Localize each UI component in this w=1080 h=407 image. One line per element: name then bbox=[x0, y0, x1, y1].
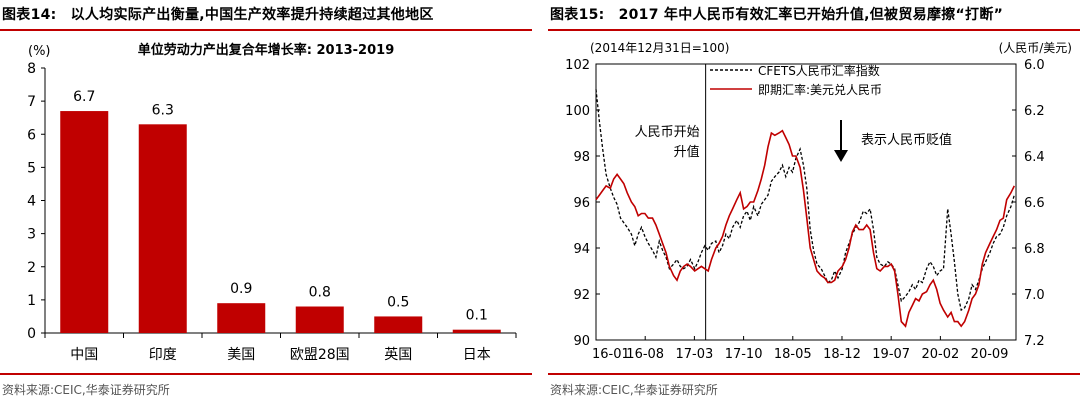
annotation-label: 人民币开始 bbox=[635, 125, 700, 140]
title-divider bbox=[548, 29, 1080, 31]
annotation-label: 表示人民币贬值 bbox=[861, 132, 952, 148]
series-cfets-line bbox=[595, 89, 1015, 312]
right-y-tick-label: 6.2 bbox=[1024, 104, 1045, 119]
x-tick-label: 20-09 bbox=[971, 347, 1009, 362]
source-note: 资料来源:CEIC,华泰证券研究所 bbox=[2, 383, 170, 397]
bar-value-label: 0.5 bbox=[387, 294, 409, 310]
y-tick-label: 5 bbox=[27, 160, 36, 176]
figure-number: 图表14: bbox=[2, 7, 57, 23]
left-y-tick-label: 98 bbox=[573, 150, 590, 165]
bar-value-label: 0.1 bbox=[466, 308, 488, 324]
left-y-tick-label: 90 bbox=[573, 334, 590, 349]
bar bbox=[60, 111, 109, 333]
category-label: 美国 bbox=[227, 347, 255, 363]
left-y-tick-label: 92 bbox=[573, 288, 590, 303]
left-y-tick-label: 96 bbox=[573, 196, 590, 211]
x-tick-label: 20-02 bbox=[921, 347, 959, 362]
x-tick-label: 19-07 bbox=[872, 347, 910, 362]
y-tick-label: 3 bbox=[27, 227, 36, 243]
figure-title: 图表14: 以人均实际产出衡量,中国生产效率提升持续超过其他地区 bbox=[2, 4, 434, 24]
x-tick-label: 18-12 bbox=[823, 347, 861, 362]
y-tick-label: 0 bbox=[27, 326, 36, 342]
left-y-tick-label: 94 bbox=[573, 242, 590, 257]
legend-label: 即期汇率:美元兑人民币 bbox=[758, 82, 882, 97]
x-tick-label: 17-03 bbox=[676, 347, 714, 362]
annotation-label: 升值 bbox=[674, 144, 700, 160]
legend-label: CFETS人民币汇率指数 bbox=[758, 63, 880, 78]
y-tick-label: 1 bbox=[27, 293, 36, 309]
right-y-tick-label: 6.8 bbox=[1024, 242, 1045, 257]
x-tick-label: 17-10 bbox=[725, 347, 763, 362]
x-tick-label: 16-01 bbox=[592, 347, 630, 362]
bar-value-label: 0.8 bbox=[309, 285, 331, 301]
bar bbox=[138, 124, 187, 333]
category-label: 英国 bbox=[384, 346, 412, 363]
category-label: 欧盟28国 bbox=[290, 347, 350, 363]
left-y-tick-label: 102 bbox=[565, 58, 590, 73]
bar bbox=[295, 306, 344, 333]
right-y-tick-label: 6.0 bbox=[1024, 58, 1045, 73]
figure-number: 图表15: bbox=[550, 7, 605, 23]
y-tick-label: 7 bbox=[27, 94, 36, 110]
bar bbox=[452, 329, 501, 333]
left-y-tick-label: 100 bbox=[565, 104, 590, 119]
y-tick-label: 4 bbox=[27, 194, 36, 210]
bar-chart: 单位劳动力产出复合年增长率: 2013-2019 (%) 0 1 2 3 4 5 6 7 8 6.7 中… bbox=[27, 42, 517, 363]
figure-title-text: 2017 年中人民币有效汇率已开始升值,但被贸易摩擦“打断” bbox=[618, 7, 1004, 23]
y-tick-label: 2 bbox=[27, 260, 36, 276]
y-tick-label: 6 bbox=[27, 127, 36, 143]
down-arrow-head-icon bbox=[834, 150, 848, 162]
bar-value-label: 6.3 bbox=[152, 102, 174, 118]
right-y-tick-label: 7.0 bbox=[1024, 288, 1045, 303]
plot-frame bbox=[595, 63, 1017, 341]
category-label: 中国 bbox=[70, 347, 98, 363]
bar-value-label: 0.9 bbox=[230, 281, 252, 297]
source-note: 资料来源:CEIC,华泰证券研究所 bbox=[550, 383, 718, 397]
left-axis-note: (2014年12月31日=100) bbox=[590, 41, 729, 55]
figure-title-text: 以人均实际产出衡量,中国生产效率提升持续超过其他地区 bbox=[70, 7, 434, 23]
source-divider bbox=[548, 373, 1080, 375]
x-tick-label: 18-05 bbox=[774, 347, 812, 362]
category-label: 日本 bbox=[463, 347, 491, 363]
y-tick-label: 8 bbox=[27, 61, 36, 77]
series-spot-line bbox=[595, 129, 1016, 328]
right-axis-note: (人民币/美元) bbox=[999, 41, 1072, 55]
chart-title: 单位劳动力产出复合年增长率: 2013-2019 bbox=[138, 42, 394, 58]
bar bbox=[217, 303, 266, 333]
right-figure: 图表15: 2017 年中人民币有效汇率已开始升值,但被贸易摩擦“打断” (201… bbox=[548, 0, 1080, 407]
right-y-tick-label: 6.4 bbox=[1024, 150, 1045, 165]
right-y-tick-label: 7.2 bbox=[1024, 334, 1045, 349]
bar bbox=[374, 316, 423, 333]
right-y-tick-label: 6.6 bbox=[1024, 196, 1045, 211]
line-chart: (2014年12月31日=100) (人民币/美元) 90 92 94 96 98 100 10… bbox=[565, 41, 1072, 362]
title-divider bbox=[0, 29, 532, 31]
figure-title: 图表15: 2017 年中人民币有效汇率已开始升值,但被贸易摩擦“打断” bbox=[550, 4, 1003, 24]
x-tick-label: 16-08 bbox=[626, 347, 664, 362]
source-divider bbox=[0, 373, 532, 375]
category-label: 印度 bbox=[149, 347, 177, 363]
left-figure: 图表14: 以人均实际产出衡量,中国生产效率提升持续超过其他地区 单位劳动力产出复… bbox=[0, 0, 532, 407]
bar-value-label: 6.7 bbox=[73, 89, 95, 105]
y-axis-unit: (%) bbox=[28, 44, 51, 59]
